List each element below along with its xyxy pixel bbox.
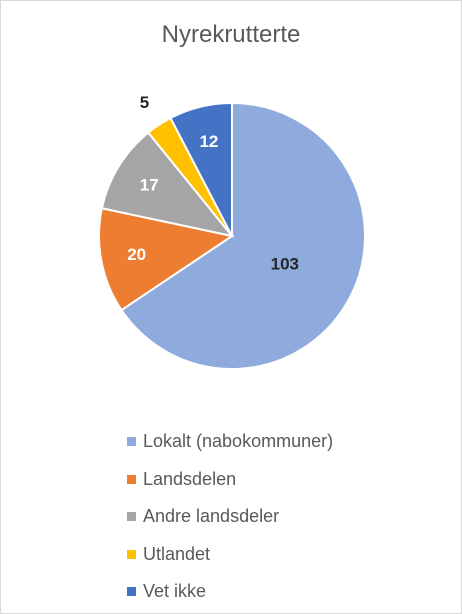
pie-chart: 103 20 17 5 12: [98, 93, 366, 370]
legend-item-landsdelen: Landsdelen: [127, 461, 333, 499]
legend-label: Utlandet: [143, 543, 211, 564]
data-label-utlandet: 5: [140, 93, 149, 112]
pie-slice-lokalt-nabokommuner: [120, 101, 366, 370]
legend-item-andre-landsdeler: Andre landsdeler: [127, 498, 333, 536]
legend-item-lokalt-nabokommuner: Lokalt (nabokommuner): [127, 423, 333, 461]
legend-item-utlandet: Utlandet: [127, 536, 333, 574]
legend-swatch: [127, 474, 136, 484]
pie-slice-andre-landsdeler: [100, 131, 235, 238]
legend-swatch: [127, 437, 136, 447]
legend-label: Andre landsdeler: [143, 506, 280, 527]
legend-label: Vet ikke: [143, 581, 207, 602]
chart-title: Nyrekrutterte: [161, 21, 301, 48]
legend-swatch: [127, 549, 136, 559]
legend-swatch: [127, 512, 136, 522]
data-label-landsdelen: 20: [127, 245, 146, 264]
legend-label: Landsdelen: [143, 468, 237, 489]
legend-label: Lokalt (nabokommuner): [143, 431, 334, 452]
legend: Lokalt (nabokommuner) Landsdelen Andre lan…: [127, 423, 333, 611]
data-label-andre-landsdeler: 17: [140, 176, 159, 195]
data-label-vet-ikke: 12: [199, 132, 218, 151]
pie-slice-landsdelen: [98, 207, 235, 312]
legend-swatch: [127, 587, 136, 597]
data-label-lokalt-nabokommuner: 103: [271, 255, 299, 274]
pie-slice-vet-ikke: [169, 101, 233, 237]
legend-item-vet-ikke: Vet ikke: [127, 573, 333, 611]
